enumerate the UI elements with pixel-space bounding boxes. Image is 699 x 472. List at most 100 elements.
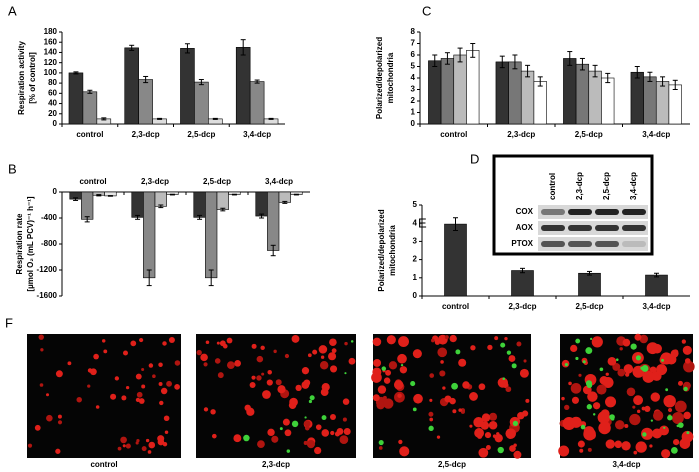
cell xyxy=(301,367,310,375)
blot-background xyxy=(538,205,648,219)
error-bar xyxy=(198,79,204,86)
cell xyxy=(624,423,629,429)
cell xyxy=(684,358,691,364)
cell xyxy=(670,349,679,358)
green-cell xyxy=(683,386,688,392)
bar xyxy=(440,58,455,125)
green-cell xyxy=(676,424,680,428)
cell xyxy=(320,355,325,359)
green-cell xyxy=(575,338,581,344)
x-tick-label: 2,3-dcp xyxy=(141,177,169,186)
blot-band xyxy=(622,225,646,231)
cell xyxy=(34,424,41,431)
green-cell xyxy=(585,347,593,355)
error-bar xyxy=(537,76,543,87)
y-axis-label: [µmol O₂ (mL PCV)⁻¹ h⁻¹] xyxy=(26,196,35,291)
cell xyxy=(605,439,615,449)
green-cell xyxy=(381,366,387,371)
error-bar xyxy=(444,52,450,65)
error-bar xyxy=(240,39,246,56)
cell xyxy=(141,384,146,389)
cell xyxy=(205,340,210,345)
bar xyxy=(645,274,668,297)
cell xyxy=(626,387,636,397)
cell xyxy=(303,440,308,445)
y-tick-label: 4 xyxy=(413,218,418,227)
cell xyxy=(398,336,409,348)
y-tick-label: 6 xyxy=(411,50,416,59)
cell xyxy=(148,363,154,368)
green-cell xyxy=(580,424,586,430)
green-cell xyxy=(309,395,315,401)
cell xyxy=(587,391,598,402)
cell xyxy=(644,405,651,412)
error-bar xyxy=(73,71,79,75)
cell xyxy=(125,443,131,449)
y-tick-label: 20 xyxy=(48,109,57,118)
bar xyxy=(588,70,602,125)
error-bar xyxy=(457,47,463,63)
cell xyxy=(641,406,646,411)
y-tick-label: 0 xyxy=(53,187,58,196)
cell xyxy=(291,334,300,343)
cell xyxy=(261,372,265,376)
green-cell xyxy=(291,420,299,428)
green-cell xyxy=(582,360,586,364)
bar xyxy=(453,54,467,125)
error-bar xyxy=(107,195,113,197)
cell xyxy=(329,414,336,421)
green-cell xyxy=(686,431,690,435)
error-bar xyxy=(432,54,438,67)
x-tick-label: control xyxy=(76,130,103,139)
y-tick-label: 3 xyxy=(413,237,418,246)
blot-band xyxy=(622,209,646,215)
bar xyxy=(131,191,144,218)
error-bar xyxy=(592,64,598,78)
cell xyxy=(639,334,648,344)
micrograph-caption: 3,4-dcp xyxy=(612,460,640,469)
cell xyxy=(673,438,680,446)
green-cell xyxy=(500,342,506,348)
cell xyxy=(277,385,286,394)
green-cell xyxy=(590,337,593,341)
cell xyxy=(377,385,387,394)
cell xyxy=(256,375,262,381)
micrograph-caption: control xyxy=(90,460,117,469)
bar xyxy=(520,70,535,125)
cell xyxy=(342,398,350,405)
green-cell xyxy=(615,358,619,361)
y-axis-label: [% of control] xyxy=(28,52,37,104)
bar xyxy=(508,61,522,125)
green-cell xyxy=(378,439,384,446)
cell xyxy=(130,340,137,347)
cell xyxy=(442,386,446,390)
y-tick-label: 2 xyxy=(413,255,418,264)
row-label: AOX xyxy=(516,223,534,232)
x-tick-label: 2,5-dcp xyxy=(575,130,603,139)
blot-band xyxy=(595,241,619,247)
cell xyxy=(412,349,422,359)
cell xyxy=(110,393,117,400)
cell xyxy=(561,396,565,401)
cell xyxy=(148,441,156,449)
cell xyxy=(487,344,493,351)
y-tick-label: -1200 xyxy=(37,265,58,274)
panel-label: D xyxy=(470,151,479,166)
cell xyxy=(619,347,623,351)
bar xyxy=(205,191,218,279)
x-tick-label: 3,4-dcp xyxy=(642,302,670,311)
green-cell xyxy=(350,340,354,343)
cell xyxy=(40,348,44,352)
cell xyxy=(570,344,578,353)
cell xyxy=(599,376,609,385)
cell xyxy=(234,359,242,367)
cell xyxy=(517,412,525,420)
x-tick-label: control xyxy=(79,177,106,186)
cell xyxy=(136,391,143,398)
cell xyxy=(508,355,516,362)
cell xyxy=(273,349,277,354)
cell xyxy=(469,424,473,428)
bar xyxy=(655,81,670,125)
error-bar xyxy=(157,117,163,120)
y-tick-label: 40 xyxy=(48,99,57,108)
